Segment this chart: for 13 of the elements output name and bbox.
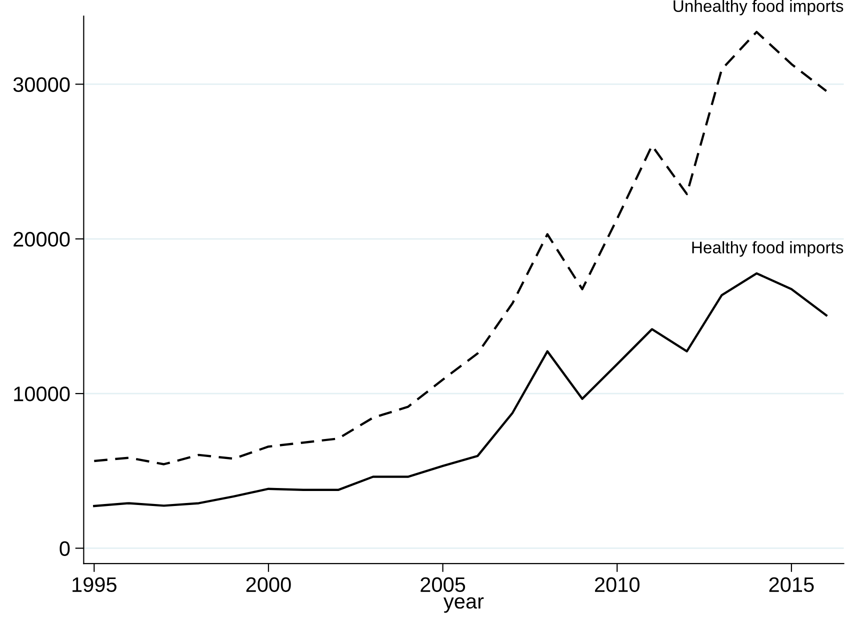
y-tick-label: 0	[60, 541, 70, 556]
x-axis-title: year	[444, 597, 484, 613]
series-label: Unhealthy food imports	[674, 0, 844, 16]
series-label: Healthy food imports	[692, 241, 844, 257]
x-tick-label: 2000	[246, 577, 291, 592]
x-tick-label: 2010	[595, 577, 640, 592]
y-tick-label: 20000	[14, 232, 70, 247]
x-tick-label: 2015	[769, 577, 814, 592]
x-tick-label: 1995	[72, 577, 116, 592]
line-series	[93, 272, 828, 508]
x-tick-label: 2005	[420, 577, 466, 592]
y-tick-label: 30000	[13, 77, 70, 92]
y-tick-label: 10000	[14, 386, 70, 402]
